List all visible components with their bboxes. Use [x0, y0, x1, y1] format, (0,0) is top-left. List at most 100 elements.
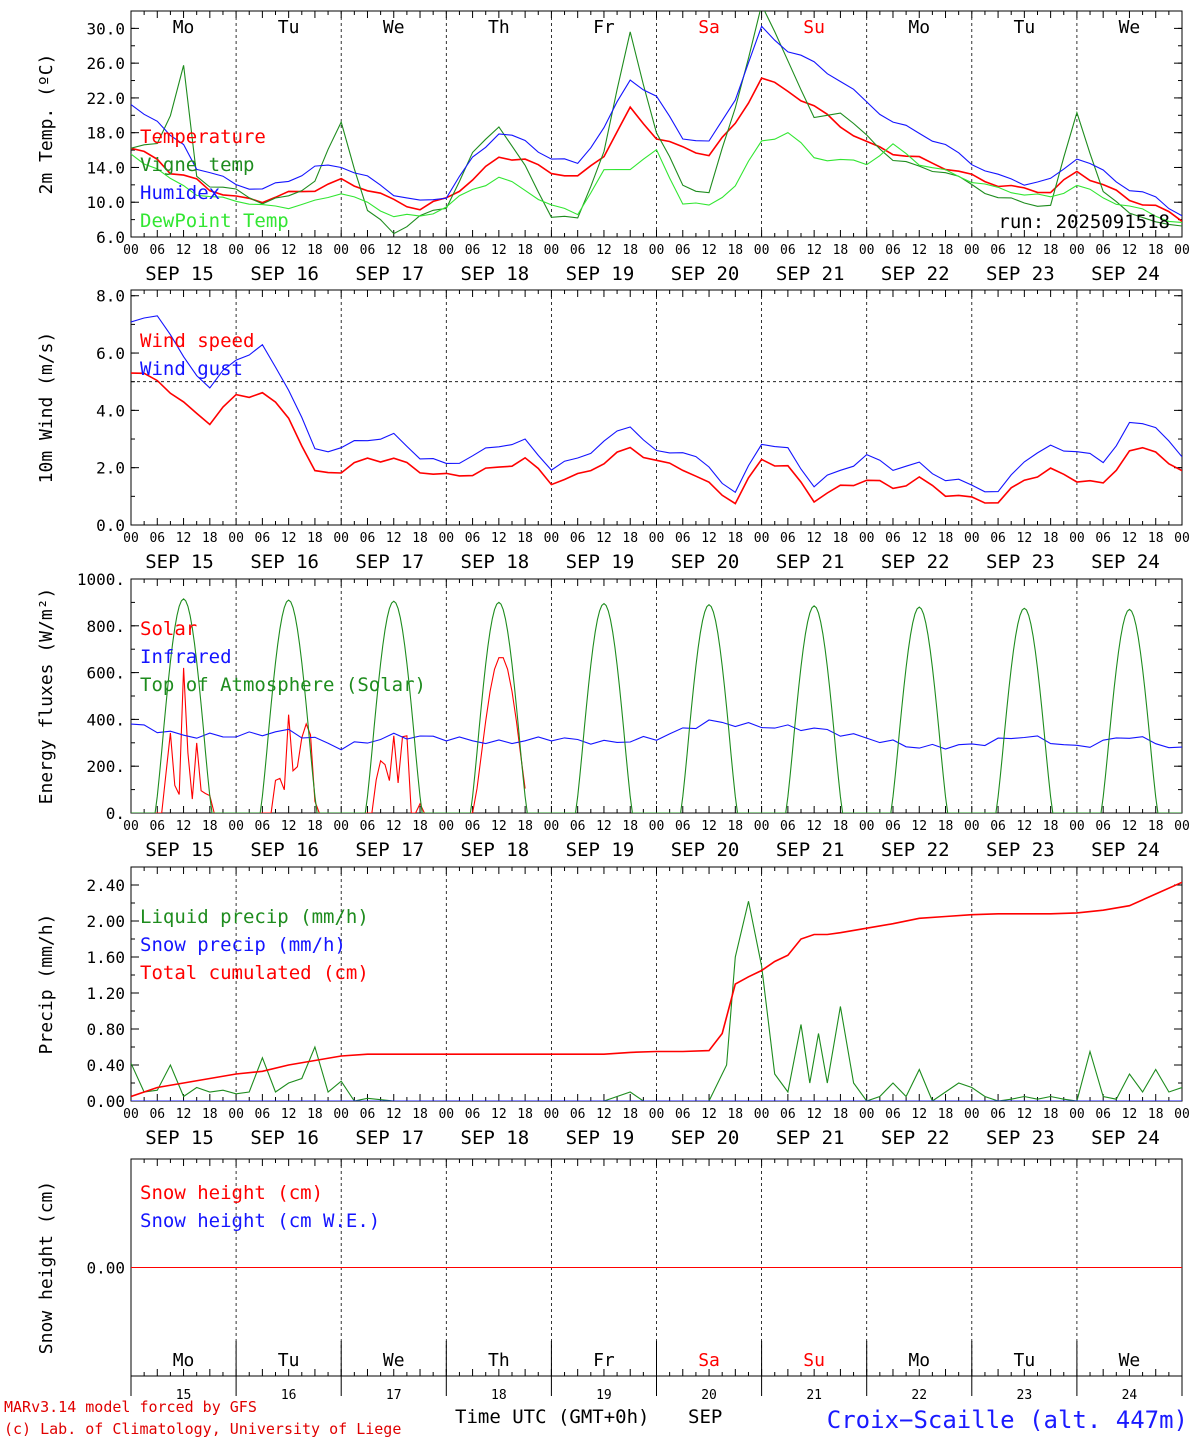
hour-label: 18 [622, 531, 638, 546]
date-label: SEP 23 [986, 839, 1055, 861]
hour-label: 12 [176, 531, 192, 546]
hour-label: 18 [938, 531, 954, 546]
y-tick-label: 0.00 [86, 1092, 125, 1111]
hour-label: 12 [911, 1107, 927, 1122]
hour-label: 06 [255, 819, 271, 834]
date-label: SEP 20 [671, 839, 740, 861]
day-name: Tu [278, 17, 300, 38]
date-label: SEP 23 [986, 263, 1055, 285]
hour-label: 00 [964, 531, 980, 546]
hour-label: 00 [964, 819, 980, 834]
hour-label: 00 [754, 819, 770, 834]
hour-label: 00 [123, 1107, 139, 1122]
y-tick-label: 4.0 [96, 401, 125, 420]
date-label: SEP 24 [1091, 551, 1160, 573]
hour-label: 18 [1043, 243, 1059, 258]
hour-label: 06 [570, 531, 586, 546]
hour-label: 00 [754, 243, 770, 258]
hour-label: 00 [228, 819, 244, 834]
legend-entry: DewPoint Temp [140, 210, 289, 232]
bottom-day-name: Fr [593, 1350, 615, 1371]
hour-label: 18 [727, 1107, 743, 1122]
bottom-day-axis: Mo 15 Tu 16 We 17 Th 18 Fr 19 Sa 20 Su 21 Mo 22 Tu 23 We 24 [130, 1341, 1183, 1403]
hour-label: 18 [622, 1107, 638, 1122]
hour-label: 06 [885, 819, 901, 834]
hour-label: 12 [806, 531, 822, 546]
series-line-temperature [131, 77, 1182, 222]
series-line-wind-speed [131, 372, 1182, 505]
y-tick-label: 18.0 [86, 124, 125, 143]
hour-label: 12 [596, 1107, 612, 1122]
hour-label: 06 [360, 819, 376, 834]
y-axis-label: 10m Wind (m/s) [36, 332, 57, 484]
hour-label: 18 [517, 1107, 533, 1122]
date-label: SEP 22 [881, 839, 950, 861]
date-label: SEP 20 [671, 263, 740, 285]
hour-label: 06 [1095, 1107, 1111, 1122]
y-tick-label: 22.0 [86, 89, 125, 108]
hour-label: 12 [491, 243, 507, 258]
date-label: SEP 23 [986, 551, 1055, 573]
day-number: 16 [281, 1388, 297, 1403]
day-name: Mo [173, 17, 195, 38]
hour-label: 06 [780, 243, 796, 258]
date-label: SEP 24 [1091, 1127, 1160, 1149]
hour-label: 12 [281, 1107, 297, 1122]
date-label: SEP 22 [881, 551, 950, 573]
hour-label: 00 [754, 531, 770, 546]
y-axis-label: Precip (mm/h) [36, 914, 57, 1055]
y-tick-label: 200. [86, 757, 125, 776]
y-axis-label: Snow height (cm) [36, 1181, 57, 1354]
hour-label-end: 00 [1174, 1107, 1190, 1122]
day-number: 23 [1017, 1388, 1033, 1403]
day-name: Su [803, 17, 825, 38]
legend-entry: Liquid precip (mm/h) [140, 906, 369, 928]
hour-label: 06 [149, 819, 165, 834]
hour-label: 12 [701, 819, 717, 834]
hour-label: 06 [675, 243, 691, 258]
series-line-solar [131, 657, 526, 813]
hour-label: 06 [780, 819, 796, 834]
date-label: SEP 17 [355, 1127, 424, 1149]
hour-label: 18 [307, 1107, 323, 1122]
hour-label: 00 [544, 1107, 560, 1122]
hour-label: 12 [176, 243, 192, 258]
hour-label: 06 [990, 1107, 1006, 1122]
day-name: Th [488, 17, 510, 38]
hour-label: 00 [123, 531, 139, 546]
date-label: SEP 22 [881, 1127, 950, 1149]
hour-label: 00 [228, 1107, 244, 1122]
hour-label-end: 00 [1174, 819, 1190, 834]
legend-entry: Wind gust [140, 358, 243, 380]
hour-label: 18 [307, 531, 323, 546]
hour-label: 12 [596, 531, 612, 546]
date-label: SEP 21 [776, 1127, 845, 1149]
y-tick-label: 0.00 [86, 1259, 125, 1278]
hour-label: 00 [1069, 243, 1085, 258]
bottom-day-name: Mo [908, 1350, 930, 1371]
y-tick-label: 600. [86, 664, 125, 683]
date-label: SEP 24 [1091, 839, 1160, 861]
panel-2: 0.0 2.0 4.0 6.0 8.0 10m Wind (m/s) Wind speed W… [36, 287, 1190, 573]
bottom-day-name: We [1119, 1350, 1141, 1371]
hour-label: 18 [412, 1107, 428, 1122]
date-label: SEP 21 [776, 551, 845, 573]
plot-area [131, 315, 1182, 505]
date-label: SEP 20 [671, 1127, 740, 1149]
date-label: SEP 21 [776, 839, 845, 861]
legend-entry: Solar [140, 618, 197, 640]
legend-entry: Snow precip (mm/h) [140, 934, 346, 956]
y-tick-label: 2.40 [86, 876, 125, 895]
series-line-total-cumulated-cm- [131, 881, 1182, 1098]
day-name: We [383, 17, 405, 38]
hour-label: 06 [149, 531, 165, 546]
hour-label: 12 [596, 243, 612, 258]
hour-label: 06 [885, 1107, 901, 1122]
bottom-day-name: We [383, 1350, 405, 1371]
date-label: SEP 23 [986, 1127, 1055, 1149]
hour-label: 06 [255, 1107, 271, 1122]
hour-label: 00 [649, 243, 665, 258]
plot-area [131, 598, 1182, 813]
y-tick-label: 1.60 [86, 948, 125, 967]
hour-label: 12 [1122, 1107, 1138, 1122]
